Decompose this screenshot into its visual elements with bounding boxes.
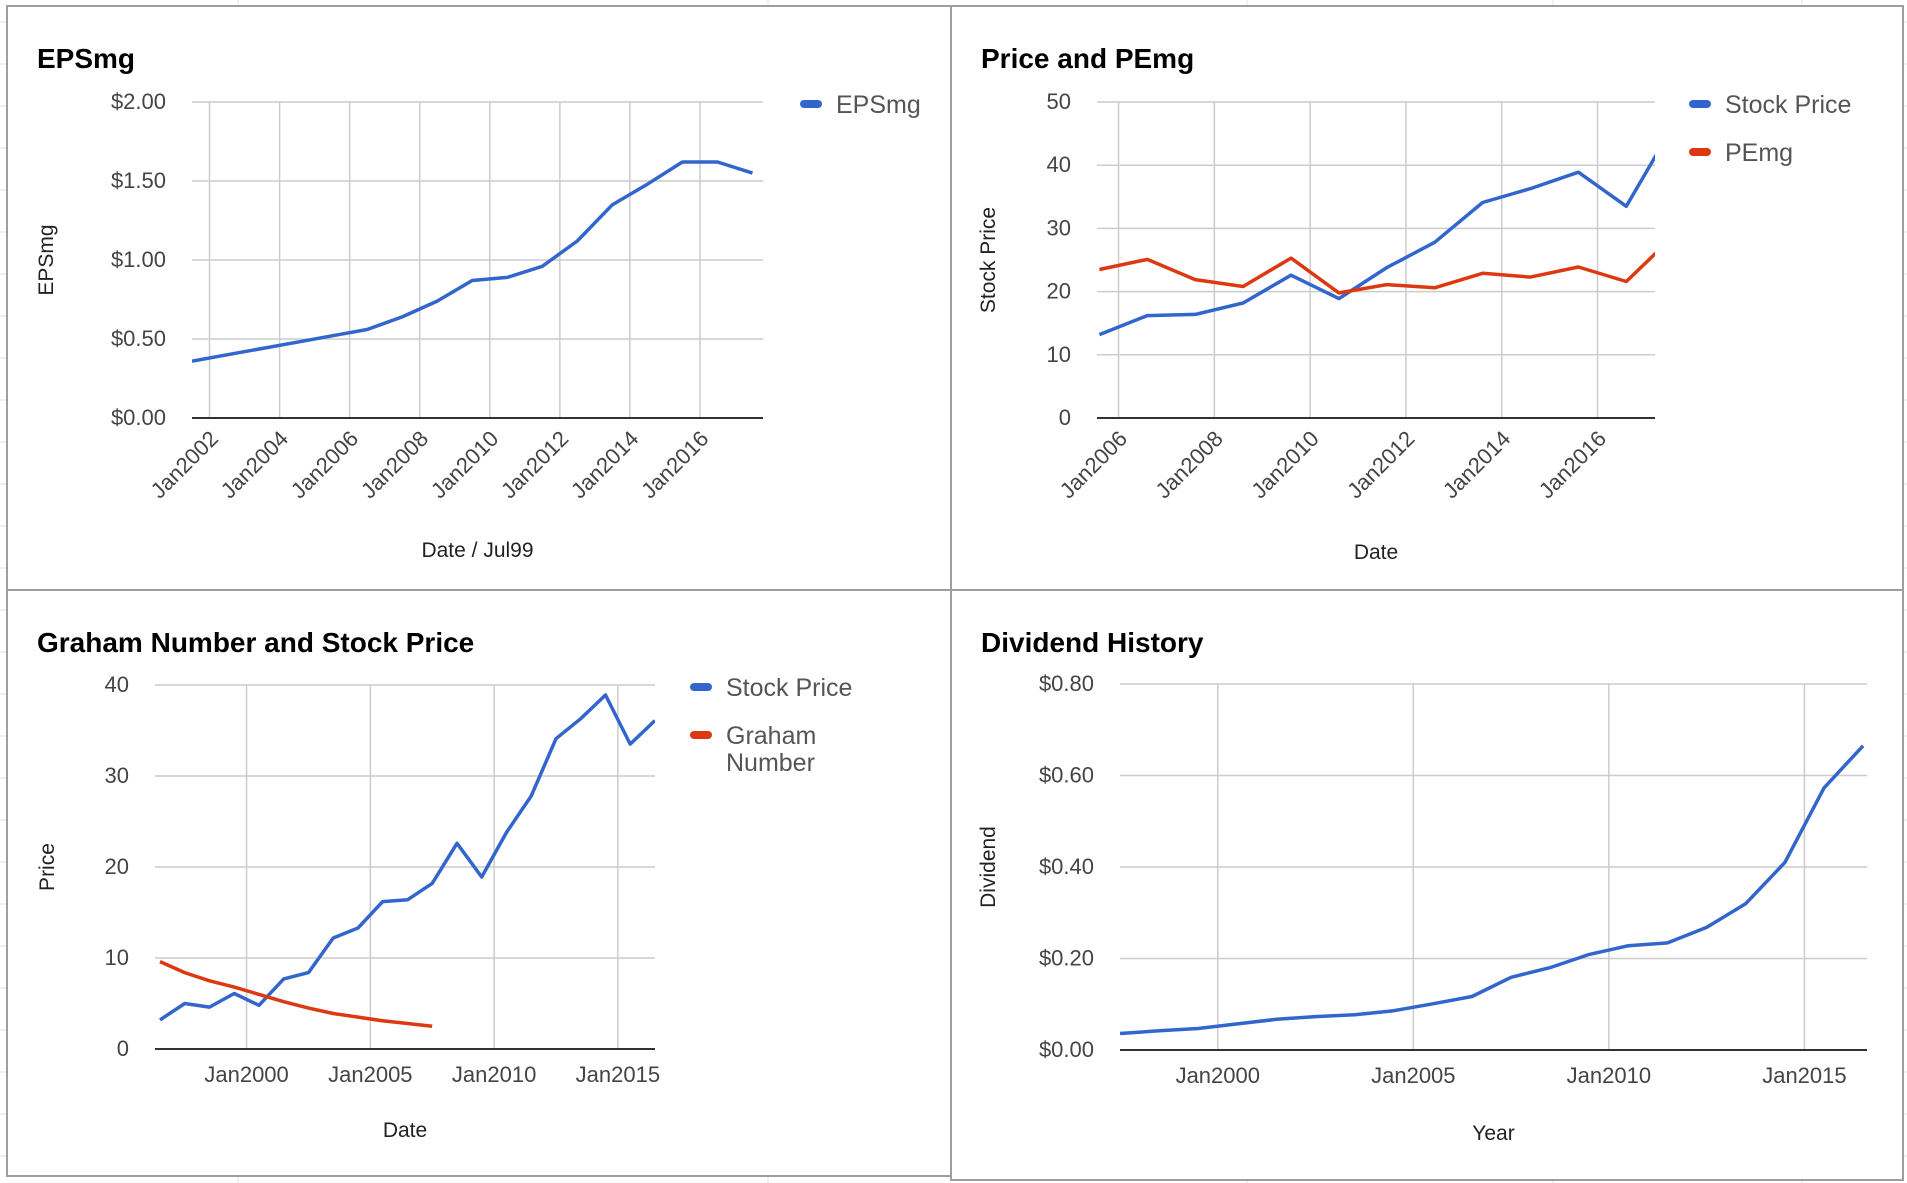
x-tick-label: Jan2008	[356, 426, 433, 503]
legend-swatch	[690, 731, 712, 739]
series-line-stock-price	[1098, 153, 1655, 337]
y-tick-label: 30	[1047, 215, 1071, 240]
x-tick-label: Jan2000	[204, 1062, 288, 1087]
y-axis-title: Price	[36, 843, 59, 891]
epsmg-plot: $0.00$0.50$1.00$1.50$2.00Jan2002Jan2004J…	[35, 89, 921, 562]
x-tick-label: Jan2004	[216, 426, 293, 503]
y-tick-label: $0.00	[111, 405, 166, 430]
y-tick-label: 40	[105, 672, 129, 697]
y-tick-label: $1.50	[111, 168, 166, 193]
y-tick-label: 10	[105, 945, 129, 970]
x-axis-title: Year	[1472, 1122, 1514, 1145]
x-tick-label: Jan2010	[426, 426, 503, 503]
x-tick-label: Jan2014	[566, 426, 643, 503]
chart-title: Dividend History	[981, 627, 1204, 658]
y-tick-label: $0.40	[1039, 854, 1094, 879]
legend-swatch	[690, 683, 712, 691]
y-tick-label: 20	[1047, 279, 1071, 304]
series-line-epsmg	[192, 160, 754, 363]
x-tick-label: Jan2006	[286, 426, 363, 503]
chart-title: EPSmg	[37, 43, 136, 74]
x-tick-label: Jan2012	[1342, 426, 1419, 503]
x-tick-label: Jan2015	[1762, 1063, 1846, 1088]
x-axis-title: Date	[1354, 541, 1398, 564]
series-line-graham-number	[159, 960, 433, 1029]
x-tick-label: Jan2010	[452, 1062, 536, 1087]
y-tick-label: 40	[1047, 152, 1071, 177]
legend-label: PEmg	[1725, 139, 1793, 167]
chart-price-and-pemg[interactable]: Price and PEmg 0 10 20 30 40 50 Jan2006 Jan2008…	[950, 5, 1904, 591]
y-tick-label: 0	[117, 1036, 129, 1061]
y-tick-label: $0.00	[1039, 1037, 1094, 1062]
dividend-plot: $0.00 $0.20 $0.40 $0.60 $0.80 Jan2000 Jan2005 J…	[977, 671, 1867, 1145]
legend-label: Stock Price	[1725, 91, 1851, 119]
y-tick-label: $0.60	[1039, 763, 1094, 788]
x-tick-label: Jan2010	[1567, 1063, 1651, 1088]
x-tick-label: Jan2008	[1151, 426, 1228, 503]
y-axis-title: EPSmg	[35, 224, 58, 295]
chart-epsmg[interactable]: EPSmg $0.00 $0.50 $1.00 $1.50 $2.00 Jan2002 Ja…	[6, 5, 952, 591]
x-tick-label: Jan2015	[576, 1062, 660, 1087]
legend-label: EPSmg	[836, 91, 921, 119]
chart-title: Graham Number and Stock Price	[37, 627, 475, 658]
y-axis-title: Stock Price	[977, 207, 1000, 313]
chart-dividend-history[interactable]: Dividend History $0.00 $0.20 $0.40 $0.60 $0.…	[950, 589, 1904, 1181]
series-line-dividend	[1120, 744, 1865, 1036]
x-tick-label: Jan2000	[1176, 1063, 1260, 1088]
x-tick-label: Jan2005	[1371, 1063, 1455, 1088]
series-line-pemg	[1099, 251, 1655, 295]
legend-label: Graham	[726, 722, 816, 750]
y-tick-label: $0.50	[111, 326, 166, 351]
chart-title: Price and PEmg	[981, 43, 1195, 74]
x-tick-label: Jan2014	[1438, 426, 1515, 503]
x-axis-title: Date / Jul99	[421, 539, 533, 562]
graham-plot: 0 10 20 30 40 Jan2000 Jan2005 Jan2010 Jan2015 Pri…	[36, 672, 852, 1142]
x-tick-label: Jan2010	[1246, 426, 1323, 503]
legend-swatch	[1689, 148, 1711, 156]
x-axis-title: Date	[383, 1119, 427, 1142]
series-line-stock-price	[159, 693, 655, 1022]
legend-swatch	[800, 100, 822, 108]
y-tick-label: 20	[105, 854, 129, 879]
y-tick-label: 10	[1047, 342, 1071, 367]
x-tick-label: Jan2005	[328, 1062, 412, 1087]
x-tick-label: Jan2016	[636, 426, 713, 503]
y-tick-label: 50	[1047, 89, 1071, 114]
legend-swatch	[1689, 100, 1711, 108]
legend-label: Stock Price	[726, 674, 852, 702]
x-tick-label: Jan2006	[1055, 426, 1132, 503]
y-tick-label: $0.20	[1039, 946, 1094, 971]
legend-label: Number	[726, 749, 815, 777]
y-tick-label: 0	[1059, 405, 1071, 430]
y-axis-title: Dividend	[977, 826, 1000, 908]
y-tick-label: $0.80	[1039, 671, 1094, 696]
x-tick-label: Jan2002	[146, 426, 223, 503]
x-tick-label: Jan2016	[1534, 426, 1611, 503]
x-tick-label: Jan2012	[496, 426, 573, 503]
y-tick-label: $1.00	[111, 247, 166, 272]
y-tick-label: $2.00	[111, 89, 166, 114]
y-tick-label: 30	[105, 763, 129, 788]
chart-graham-number[interactable]: Graham Number and Stock Price 0 10 20 30 40 J…	[6, 589, 952, 1177]
